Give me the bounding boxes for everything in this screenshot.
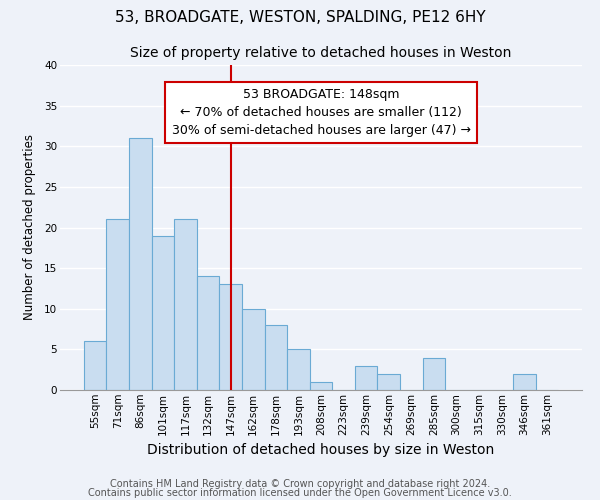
- Bar: [310, 382, 332, 390]
- Title: Size of property relative to detached houses in Weston: Size of property relative to detached ho…: [130, 46, 512, 60]
- Bar: [197, 276, 220, 390]
- Text: 53, BROADGATE, WESTON, SPALDING, PE12 6HY: 53, BROADGATE, WESTON, SPALDING, PE12 6H…: [115, 10, 485, 25]
- Text: Contains HM Land Registry data © Crown copyright and database right 2024.: Contains HM Land Registry data © Crown c…: [110, 479, 490, 489]
- Bar: [265, 325, 287, 390]
- Bar: [129, 138, 152, 390]
- Bar: [84, 341, 106, 390]
- Bar: [152, 236, 174, 390]
- Bar: [377, 374, 400, 390]
- Y-axis label: Number of detached properties: Number of detached properties: [23, 134, 35, 320]
- Bar: [242, 308, 265, 390]
- Text: Contains public sector information licensed under the Open Government Licence v3: Contains public sector information licen…: [88, 488, 512, 498]
- Bar: [106, 220, 129, 390]
- Bar: [513, 374, 536, 390]
- Bar: [174, 220, 197, 390]
- Bar: [220, 284, 242, 390]
- Bar: [287, 350, 310, 390]
- Text: 53 BROADGATE: 148sqm
← 70% of detached houses are smaller (112)
30% of semi-deta: 53 BROADGATE: 148sqm ← 70% of detached h…: [172, 88, 470, 136]
- Bar: [355, 366, 377, 390]
- X-axis label: Distribution of detached houses by size in Weston: Distribution of detached houses by size …: [148, 443, 494, 457]
- Bar: [422, 358, 445, 390]
